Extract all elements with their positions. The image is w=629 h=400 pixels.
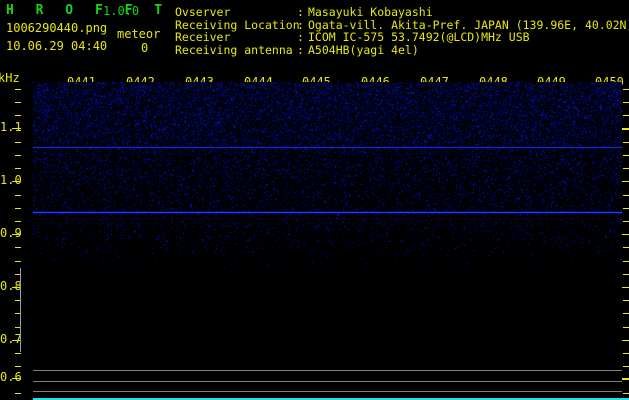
y-axis-tick (12, 128, 21, 129)
spectrogram-noise-canvas (33, 82, 622, 400)
y-axis-minor-tick (15, 261, 21, 262)
footer-accent-line (33, 398, 629, 400)
right-axis-minor-tick (623, 168, 629, 169)
right-axis-tick (620, 340, 629, 341)
right-axis-minor-tick (623, 313, 629, 314)
station-info-separator: : (297, 30, 304, 45)
carrier-line (33, 212, 622, 213)
y-axis-label: 1.0 (0, 173, 22, 187)
right-axis-minor-tick (623, 274, 629, 275)
station-info-row: Receiver: ICOM IC-575 53.7492(@LCD)MHz US… (175, 31, 629, 44)
meteor-label: meteor (117, 27, 161, 41)
y-axis-label: 0.7 (0, 332, 22, 346)
station-info-key: Ovserver (175, 5, 231, 19)
y-axis-minor-tick (15, 168, 21, 169)
y-axis-tick (12, 234, 21, 235)
right-axis-tick (620, 128, 629, 129)
y-axis-minor-tick (15, 155, 21, 156)
right-axis-minor-tick (623, 89, 629, 90)
y-axis-label: 1.1 (0, 120, 22, 134)
right-axis-minor-tick (623, 393, 629, 394)
y-axis-minor-tick (15, 208, 21, 209)
y-axis-label: 0.8 (0, 279, 22, 293)
right-axis-tick (620, 129, 629, 130)
carrier-line (33, 147, 622, 148)
y-axis-tick (12, 287, 21, 288)
right-axis-minor-tick (623, 102, 629, 103)
right-axis-minor-tick (623, 261, 629, 262)
right-axis-minor-tick (623, 115, 629, 116)
y-axis-tick (12, 378, 21, 379)
right-axis-tick (620, 379, 629, 380)
bottom-gray-line (33, 381, 622, 382)
right-axis-tick (620, 287, 629, 288)
station-info-separator: : (297, 42, 304, 57)
station-info-separator: : (297, 5, 304, 19)
time-marker-line (20, 268, 21, 352)
y-axis-tick (12, 340, 21, 341)
station-info-row: Ovserver: Masayuki Kobayashi (175, 6, 629, 19)
meteor-count: 0 (141, 41, 149, 55)
file-datetime: 10.06.29 04:40 (6, 39, 108, 53)
station-info-separator: : (297, 17, 304, 32)
right-axis-minor-tick (623, 195, 629, 196)
y-axis-minor-tick (15, 393, 21, 394)
station-info-row: Receiving antenna: A504HB(yagi 4el) (175, 42, 629, 57)
station-info-value: Masayuki Kobayashi (308, 5, 433, 19)
y-axis-label: 0.6 (0, 370, 22, 384)
y-axis-tick (12, 181, 21, 182)
right-axis-tick (620, 378, 629, 379)
y-axis-label: 0.9 (0, 226, 22, 240)
spectrogram-plot[interactable] (33, 82, 622, 400)
app-version: 1.0.0 (103, 4, 140, 18)
right-axis-minor-tick (623, 247, 629, 248)
y-axis-minor-tick (15, 300, 21, 301)
y-axis-minor-tick (15, 115, 21, 116)
y-axis-minor-tick (15, 102, 21, 103)
y-axis-minor-tick (15, 221, 21, 222)
right-axis-tick (620, 181, 629, 182)
station-info-value: Ogata-vill. Akita-Pref. JAPAN (139.96E, … (308, 17, 629, 32)
y-axis-unit-label: kHz (0, 71, 20, 85)
right-axis-minor-tick (623, 300, 629, 301)
right-axis-minor-tick (623, 327, 629, 328)
y-axis-minor-tick (15, 247, 21, 248)
y-axis-minor-tick (15, 353, 21, 354)
station-info-key: Receiver (175, 30, 231, 45)
y-axis-minor-tick (15, 313, 21, 314)
right-axis-minor-tick (623, 142, 629, 143)
right-axis-minor-tick (623, 353, 629, 354)
right-axis-minor-tick (623, 221, 629, 222)
bottom-gray-line (33, 391, 622, 392)
right-axis-minor-tick (623, 366, 629, 367)
file-name: 1006290440.png (6, 21, 108, 35)
app-title: H R O F F T (6, 3, 170, 18)
right-axis-minor-tick (623, 208, 629, 209)
station-info-key: Receiving Location (175, 17, 300, 32)
bottom-gray-line (33, 370, 622, 371)
y-axis-minor-tick (15, 274, 21, 275)
right-axis-minor-tick (623, 155, 629, 156)
station-info-key: Receiving antenna (175, 42, 293, 57)
right-axis-tick (620, 234, 629, 235)
y-axis-minor-tick (15, 142, 21, 143)
y-axis-minor-tick (15, 89, 21, 90)
y-axis-minor-tick (15, 327, 21, 328)
station-info-value: A504HB(yagi 4el) (308, 42, 419, 57)
station-info-value: ICOM IC-575 53.7492(@LCD)MHz USB (308, 30, 530, 45)
station-info-block: Ovserver: Masayuki Kobayashi Receiving Loc… (175, 6, 629, 56)
y-axis-minor-tick (15, 366, 21, 367)
y-axis-minor-tick (15, 195, 21, 196)
station-info-row: Receiving Location: Ogata-vill. Akita-Pre… (175, 17, 629, 32)
